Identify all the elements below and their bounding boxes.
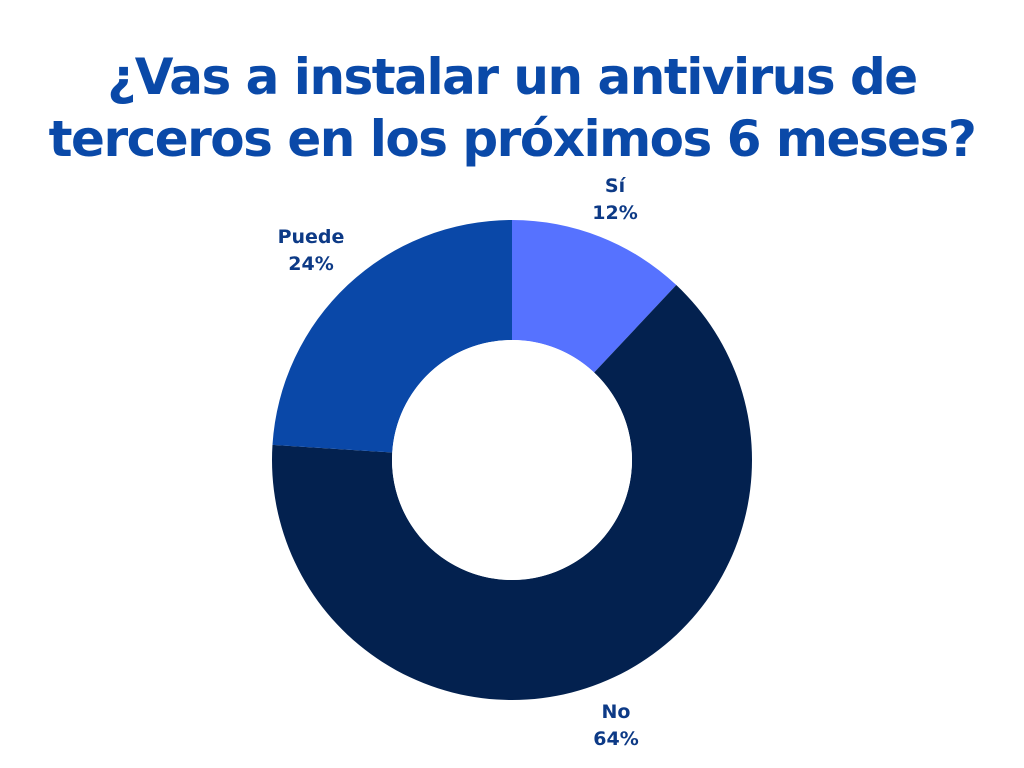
slice-value-label: 24% [288,253,333,275]
slice-category-label: Puede [278,226,345,248]
slice-puede [272,220,512,453]
slice-category-label: No [602,701,631,723]
slice-labels: Sí 12% No 64% Puede 24% [278,175,639,750]
donut-hole [392,340,632,580]
slice-value-label: 12% [592,202,637,224]
chart-title-line-1: ¿Vas a instalar un antivirus de [107,48,918,106]
chart-title-line-2: terceros en los próximos 6 meses? [48,110,977,168]
slice-no [271,285,752,700]
slice-value-label: 64% [593,728,638,750]
slice-category-label: Sí [605,175,627,197]
donut-slices [271,220,752,700]
slice-si [512,220,677,373]
chart-title: ¿Vas a instalar un antivirus de terceros… [0,46,1024,170]
